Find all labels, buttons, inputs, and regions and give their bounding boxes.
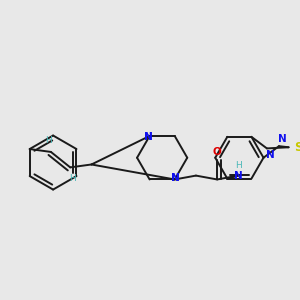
Text: S: S <box>294 141 300 154</box>
Text: H: H <box>46 136 52 145</box>
Text: N: N <box>144 132 153 142</box>
Text: H: H <box>235 161 242 170</box>
Text: N: N <box>234 171 243 181</box>
Text: H: H <box>69 175 76 184</box>
Text: O: O <box>213 147 222 158</box>
Text: N: N <box>171 173 180 184</box>
Text: N: N <box>171 173 180 184</box>
Text: N: N <box>144 132 153 142</box>
Text: N: N <box>266 150 275 160</box>
Text: N: N <box>278 134 287 144</box>
